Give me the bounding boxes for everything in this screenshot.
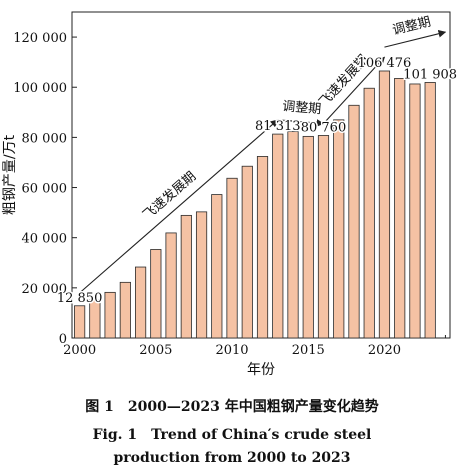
- y-tick-label: 120 000: [13, 31, 67, 46]
- y-tick-label: 100 000: [13, 81, 67, 96]
- x-tick-label: 2005: [139, 343, 172, 358]
- bar-2009: [211, 194, 223, 339]
- data-label-2000: 12 850: [57, 291, 103, 306]
- trend-annotation-label: 调整期: [391, 15, 432, 39]
- figure-caption-english-line-2: production from 2000 to 2023: [113, 450, 351, 466]
- trend-arrow: [323, 56, 385, 124]
- bar-2002: [104, 291, 116, 339]
- figure-caption-english-line-1: Fig. 1 Trend of China′s crude steel: [92, 427, 372, 443]
- bar-2010: [226, 177, 238, 339]
- bar-2023: [424, 82, 436, 339]
- bar-2000: [74, 305, 86, 339]
- trend-arrow: [384, 29, 447, 48]
- data-label-2023: 101 908: [403, 67, 457, 82]
- bar-2016: [317, 135, 330, 339]
- bar-2017: [333, 119, 345, 339]
- y-tick-label: 40 000: [22, 232, 68, 247]
- bar-2015: [302, 135, 314, 339]
- bar-2007: [180, 214, 192, 339]
- y-tick-label: 60 000: [22, 182, 68, 197]
- bar-2001: [89, 299, 101, 339]
- y-tick-label: 20 000: [22, 282, 68, 297]
- bar-2020: [378, 70, 391, 339]
- bar-2012: [256, 156, 269, 339]
- bar-2006: [165, 232, 177, 339]
- y-tick-label: 80 000: [22, 131, 68, 146]
- bar-2019: [363, 87, 375, 339]
- bar-2011: [241, 165, 253, 339]
- bar-2003: [119, 281, 131, 339]
- bar-2022: [409, 83, 421, 339]
- x-axis-title: 年份: [247, 362, 275, 378]
- bar-2013: [272, 133, 284, 339]
- figure-caption-chinese: 图 1 2000—2023 年中国粗钢产量变化趋势: [85, 399, 379, 415]
- bar-2014: [287, 131, 299, 339]
- trend-annotation-label: 调整期: [282, 99, 322, 117]
- data-label-2020: 106 476: [358, 56, 412, 71]
- bar-2021: [394, 78, 406, 339]
- trend-arrow: [79, 119, 279, 294]
- bar-2005: [150, 249, 162, 339]
- x-tick-label: 2015: [292, 343, 325, 358]
- data-label-2016: 80 760: [301, 120, 347, 135]
- x-tick-label: 2010: [215, 343, 248, 358]
- data-label-2013: 81 313: [255, 119, 301, 134]
- x-tick-label: 2000: [63, 343, 96, 358]
- bar-2008: [195, 211, 208, 339]
- x-tick-label: 2020: [368, 343, 401, 358]
- y-tick-label: 0: [59, 332, 67, 347]
- y-axis-title: 粗钢产量/万t: [2, 134, 18, 215]
- bar-2004: [135, 266, 147, 339]
- trend-arrow: [277, 119, 325, 127]
- bar-2018: [348, 104, 360, 339]
- bar-chart: 0 20 000 40 000 60 000 80 000 100 000 120 000 2…: [2, 11, 459, 378]
